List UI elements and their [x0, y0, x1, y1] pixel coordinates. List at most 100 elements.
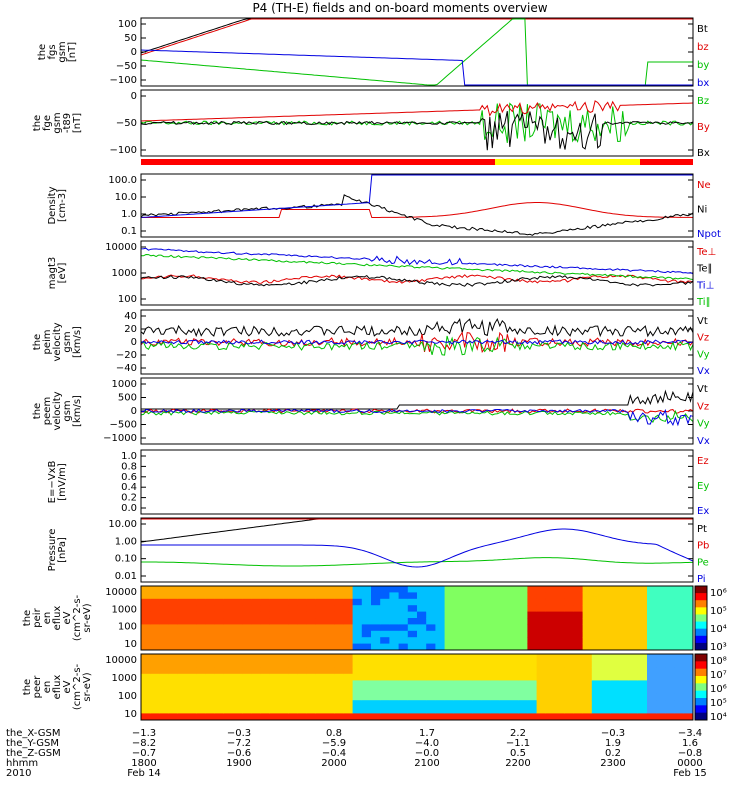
heatmap-cell: [601, 700, 611, 708]
ytick-label: 500: [118, 393, 137, 404]
heatmap-cell: [545, 693, 556, 701]
ytick-label: 1000: [112, 379, 137, 390]
heatmap-cell: [573, 592, 584, 600]
heatmap-cell: [426, 624, 436, 632]
heatmap-cell: [150, 586, 160, 593]
ylabel-line: fgs: [47, 44, 58, 59]
series-Pt: [140, 518, 693, 543]
heatmap-cell: [361, 611, 372, 619]
heatmap-cell: [177, 660, 188, 668]
heatmap-cell: [177, 654, 188, 662]
heatmap-cell: [656, 592, 666, 600]
heatmap-cell: [352, 713, 363, 721]
ytick-label: 0: [131, 337, 137, 348]
heatmap-cell: [141, 706, 151, 714]
legend-entry: Vz: [697, 333, 709, 344]
legend-entry: Ti⊥: [696, 280, 714, 291]
ylabel-line: [cm-3]: [57, 189, 68, 222]
heatmap-cell: [389, 630, 400, 638]
heatmap-cell: [656, 637, 666, 645]
heatmap-cell: [214, 660, 225, 668]
ytick-label: 0.2: [121, 493, 137, 504]
heatmap-cell: [499, 592, 510, 600]
heatmap-cell: [674, 624, 685, 632]
heatmap-cell: [371, 680, 381, 688]
heatmap-cell: [656, 630, 666, 638]
heatmap-cell: [371, 637, 381, 645]
heatmap-cell: [426, 637, 436, 645]
heatmap-cell: [628, 605, 639, 613]
heatmap-cell: [426, 611, 436, 619]
xaxis-value: 1800: [131, 758, 156, 769]
heatmap-cell: [490, 630, 501, 638]
heatmap-cell: [361, 637, 372, 645]
heatmap-cell: [177, 693, 188, 701]
heatmap-cell: [196, 598, 206, 606]
heatmap-cell: [536, 693, 547, 701]
heatmap-cell: [536, 654, 547, 662]
heatmap-cell: [380, 700, 390, 708]
ytick-label: 10000: [105, 242, 137, 253]
ylabel-line: sr-eV): [82, 603, 93, 632]
heatmap-cell: [389, 611, 400, 619]
ylabel-line: peer: [32, 675, 43, 699]
heatmap-cell: [610, 598, 620, 606]
heatmap-cell: [472, 592, 482, 600]
heatmap-cell: [371, 592, 381, 600]
heatmap-cell: [177, 624, 188, 632]
heatmap-cell: [591, 605, 602, 613]
heatmap-cell: [177, 700, 188, 708]
ylabel-line: gsm: [62, 400, 73, 421]
heatmap-cell: [159, 706, 170, 714]
ylabel-line: gsm: [62, 331, 73, 352]
heatmap-cell: [297, 713, 308, 721]
heatmap-cell: [380, 643, 390, 651]
heatmap-cell: [361, 706, 372, 714]
heatmap-cell: [279, 643, 289, 651]
heatmap-cell: [260, 605, 271, 613]
series-bz: [140, 18, 693, 56]
heatmap-cell: [159, 611, 170, 619]
heatmap-cell: [601, 667, 611, 675]
heatmap-cell: [242, 693, 252, 701]
heatmap-cell: [481, 592, 492, 600]
heatmap-cell: [453, 643, 464, 651]
heatmap-cell: [463, 611, 473, 619]
heatmap-cell: [463, 586, 473, 593]
heatmap-cell: [573, 687, 584, 695]
panel-peir: thepeirenefluxeV(cm^2-s-sr-eV) 10000 1000 1…: [22, 585, 727, 653]
heatmap-cell: [343, 706, 354, 714]
heatmap-cell: [306, 605, 317, 613]
heatmap-cell: [352, 637, 363, 645]
heatmap-cell: [297, 598, 308, 606]
heatmap-cell: [187, 618, 197, 625]
heatmap-cell: [527, 611, 538, 619]
heatmap-cell: [564, 618, 574, 625]
heatmap-cell: [269, 700, 280, 708]
heatmap-cell: [380, 693, 390, 701]
heatmap-cell: [564, 637, 574, 645]
colorbar-label: 10⁶: [710, 684, 727, 695]
heatmap-cell: [297, 643, 308, 651]
heatmap-cell: [536, 700, 547, 708]
heatmap-cell: [545, 643, 556, 651]
heatmap-cell: [647, 660, 657, 668]
heatmap-cell: [417, 693, 427, 701]
heatmap-cell: [665, 700, 676, 708]
heatmap-cell: [417, 637, 427, 645]
heatmap-cell: [334, 586, 344, 593]
xaxis-value: −1.1: [506, 738, 530, 749]
heatmap-cell: [380, 680, 390, 688]
heatmap-cell: [582, 630, 593, 638]
heatmap-cell: [361, 660, 372, 668]
colorbar-label: 10⁷: [710, 670, 727, 681]
heatmap-cell: [398, 586, 409, 593]
heatmap-cell: [619, 624, 630, 632]
heatmap-cell: [555, 667, 565, 675]
heatmap-cell: [325, 680, 335, 688]
xaxis-value: 0.2: [605, 748, 621, 759]
heatmap-cell: [177, 680, 188, 688]
panel-frame: [140, 517, 694, 583]
heatmap-cell: [288, 598, 298, 606]
ylabel-line: velocity: [52, 391, 63, 430]
